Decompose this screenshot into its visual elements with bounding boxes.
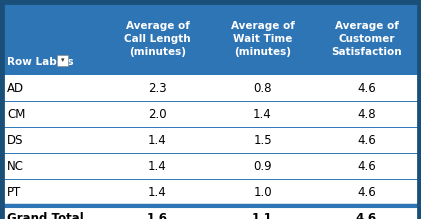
Text: 4.6: 4.6 <box>357 81 376 95</box>
Text: 1.4: 1.4 <box>148 185 167 198</box>
Text: 4.6: 4.6 <box>357 134 376 147</box>
Text: Grand Total: Grand Total <box>7 212 84 219</box>
Bar <box>57 55 68 66</box>
Text: 4.8: 4.8 <box>357 108 376 120</box>
Text: Average of
Customer
Satisfaction: Average of Customer Satisfaction <box>331 21 402 57</box>
Text: 4.6: 4.6 <box>357 159 376 173</box>
Text: Average of
Call Length
(minutes): Average of Call Length (minutes) <box>124 21 191 57</box>
Text: 2.0: 2.0 <box>148 108 167 120</box>
Bar <box>3 101 418 127</box>
Text: 1.1: 1.1 <box>252 212 273 219</box>
Text: 1.0: 1.0 <box>253 185 272 198</box>
Text: NC: NC <box>7 159 24 173</box>
Text: 4.6: 4.6 <box>357 185 376 198</box>
Bar <box>3 179 418 205</box>
Text: 1.4: 1.4 <box>148 159 167 173</box>
Bar <box>3 75 418 101</box>
Text: CM: CM <box>7 108 25 120</box>
Text: 1.5: 1.5 <box>253 134 272 147</box>
Text: 1.6: 1.6 <box>147 212 168 219</box>
Text: 1.4: 1.4 <box>148 134 167 147</box>
Text: ▾: ▾ <box>61 58 64 64</box>
Text: PT: PT <box>7 185 21 198</box>
Text: AD: AD <box>7 81 24 95</box>
Text: 0.9: 0.9 <box>253 159 272 173</box>
Text: Average of
Wait Time
(minutes): Average of Wait Time (minutes) <box>231 21 294 57</box>
Text: 1.4: 1.4 <box>253 108 272 120</box>
Text: Row Labels: Row Labels <box>7 57 74 67</box>
Text: 4.6: 4.6 <box>356 212 377 219</box>
Text: DS: DS <box>7 134 24 147</box>
Bar <box>3 127 418 153</box>
Text: 0.8: 0.8 <box>253 81 272 95</box>
Bar <box>3 205 418 219</box>
Bar <box>3 153 418 179</box>
Text: 2.3: 2.3 <box>148 81 167 95</box>
Bar <box>3 3 418 75</box>
